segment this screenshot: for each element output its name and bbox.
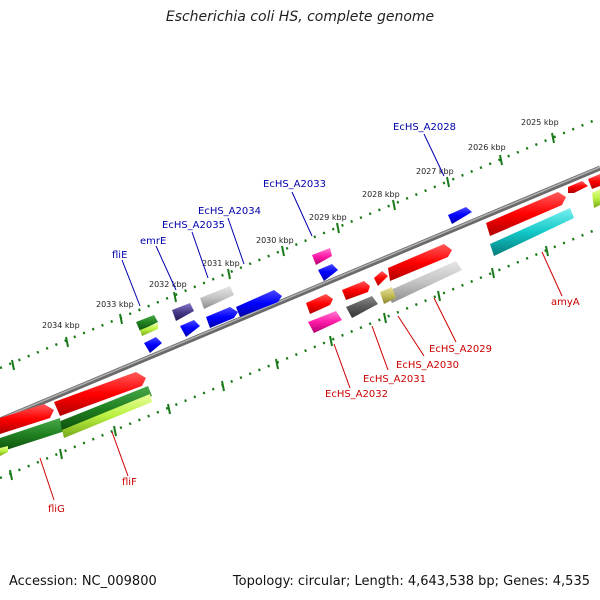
features-forward <box>0 174 600 434</box>
gene-label[interactable]: EcHS_A2030 <box>396 360 459 371</box>
gene-label[interactable]: emrE <box>140 236 166 247</box>
tick-label: 2031 kbp <box>202 259 240 268</box>
gene-label[interactable]: EcHS_A2031 <box>363 374 426 385</box>
gene-label[interactable]: fliE <box>112 250 127 261</box>
gene-feature[interactable] <box>388 244 452 281</box>
gene-feature[interactable] <box>0 418 62 452</box>
map-title: Escherichia coli HS, complete genome <box>165 9 435 25</box>
gene-feature[interactable] <box>588 174 600 189</box>
gene-label[interactable]: EcHS_A2029 <box>429 344 492 355</box>
gene-feature[interactable] <box>0 446 8 456</box>
gene-feature[interactable] <box>448 207 472 224</box>
gene-feature[interactable] <box>144 337 162 353</box>
gene-feature[interactable] <box>206 307 238 328</box>
gene-feature[interactable] <box>318 264 338 281</box>
gene-feature[interactable] <box>62 394 152 438</box>
gene-label[interactable]: fliF <box>122 477 137 488</box>
tick-labels: 2025 kbp 2026 kbp 2027 kbp 2028 kbp 2029 kbp… <box>42 118 559 330</box>
gene-feature[interactable] <box>0 404 54 434</box>
gene-feature[interactable] <box>200 286 234 309</box>
tick-label: 2033 kbp <box>96 300 134 309</box>
gene-feature[interactable] <box>312 248 332 265</box>
tick-ring-lower <box>0 226 600 480</box>
gene-feature[interactable] <box>374 271 388 286</box>
tick-label: 2030 kbp <box>256 236 294 245</box>
gene-feature[interactable] <box>54 372 146 416</box>
gene-label[interactable]: EcHS_A2033 <box>263 179 326 190</box>
gene-label[interactable]: EcHS_A2032 <box>325 389 388 400</box>
gene-feature[interactable] <box>380 287 396 304</box>
gene-feature[interactable] <box>306 294 333 314</box>
tick-label: 2034 kbp <box>42 321 80 330</box>
gene-feature[interactable] <box>568 181 588 193</box>
gene-label[interactable]: amyA <box>551 297 580 308</box>
gene-labels: EcHS_A2028 EcHS_A2033 EcHS_A2034 EcHS_A2035… <box>48 122 580 515</box>
genome-backbone <box>0 165 600 423</box>
accession-label: Accession: NC_009800 <box>9 574 157 589</box>
gene-feature[interactable] <box>236 290 282 317</box>
tick-label: 2026 kbp <box>468 143 506 152</box>
tick-label: 2032 kbp <box>149 280 187 289</box>
tick-label: 2027 kbp <box>416 167 454 176</box>
gene-feature[interactable] <box>58 386 152 432</box>
gene-feature[interactable] <box>172 303 194 321</box>
gene-label[interactable]: EcHS_A2028 <box>393 122 456 133</box>
leader-lines-top <box>121 133 445 307</box>
gene-label[interactable]: EcHS_A2035 <box>162 220 225 231</box>
gene-feature[interactable] <box>180 320 200 337</box>
leader-lines-bottom <box>39 251 563 501</box>
tick-label: 2025 kbp <box>521 118 559 127</box>
gene-feature[interactable] <box>136 315 158 331</box>
major-ticks <box>9 132 555 481</box>
gene-label[interactable]: fliG <box>48 504 65 515</box>
gene-label[interactable]: EcHS_A2034 <box>198 206 261 217</box>
tick-label: 2029 kbp <box>309 213 347 222</box>
features-reverse <box>0 189 600 456</box>
genome-summary: Topology: circular; Length: 4,643,538 bp… <box>232 574 590 589</box>
gene-feature[interactable] <box>592 189 600 208</box>
gene-feature[interactable] <box>490 208 574 256</box>
backbone-highlight <box>0 166 600 420</box>
gene-feature[interactable] <box>346 296 378 318</box>
tick-label: 2028 kbp <box>362 190 400 199</box>
gene-feature[interactable] <box>486 192 566 236</box>
gene-feature[interactable] <box>308 311 342 333</box>
gene-feature[interactable] <box>386 261 462 303</box>
gene-feature[interactable] <box>140 323 158 336</box>
gene-feature[interactable] <box>342 281 370 300</box>
